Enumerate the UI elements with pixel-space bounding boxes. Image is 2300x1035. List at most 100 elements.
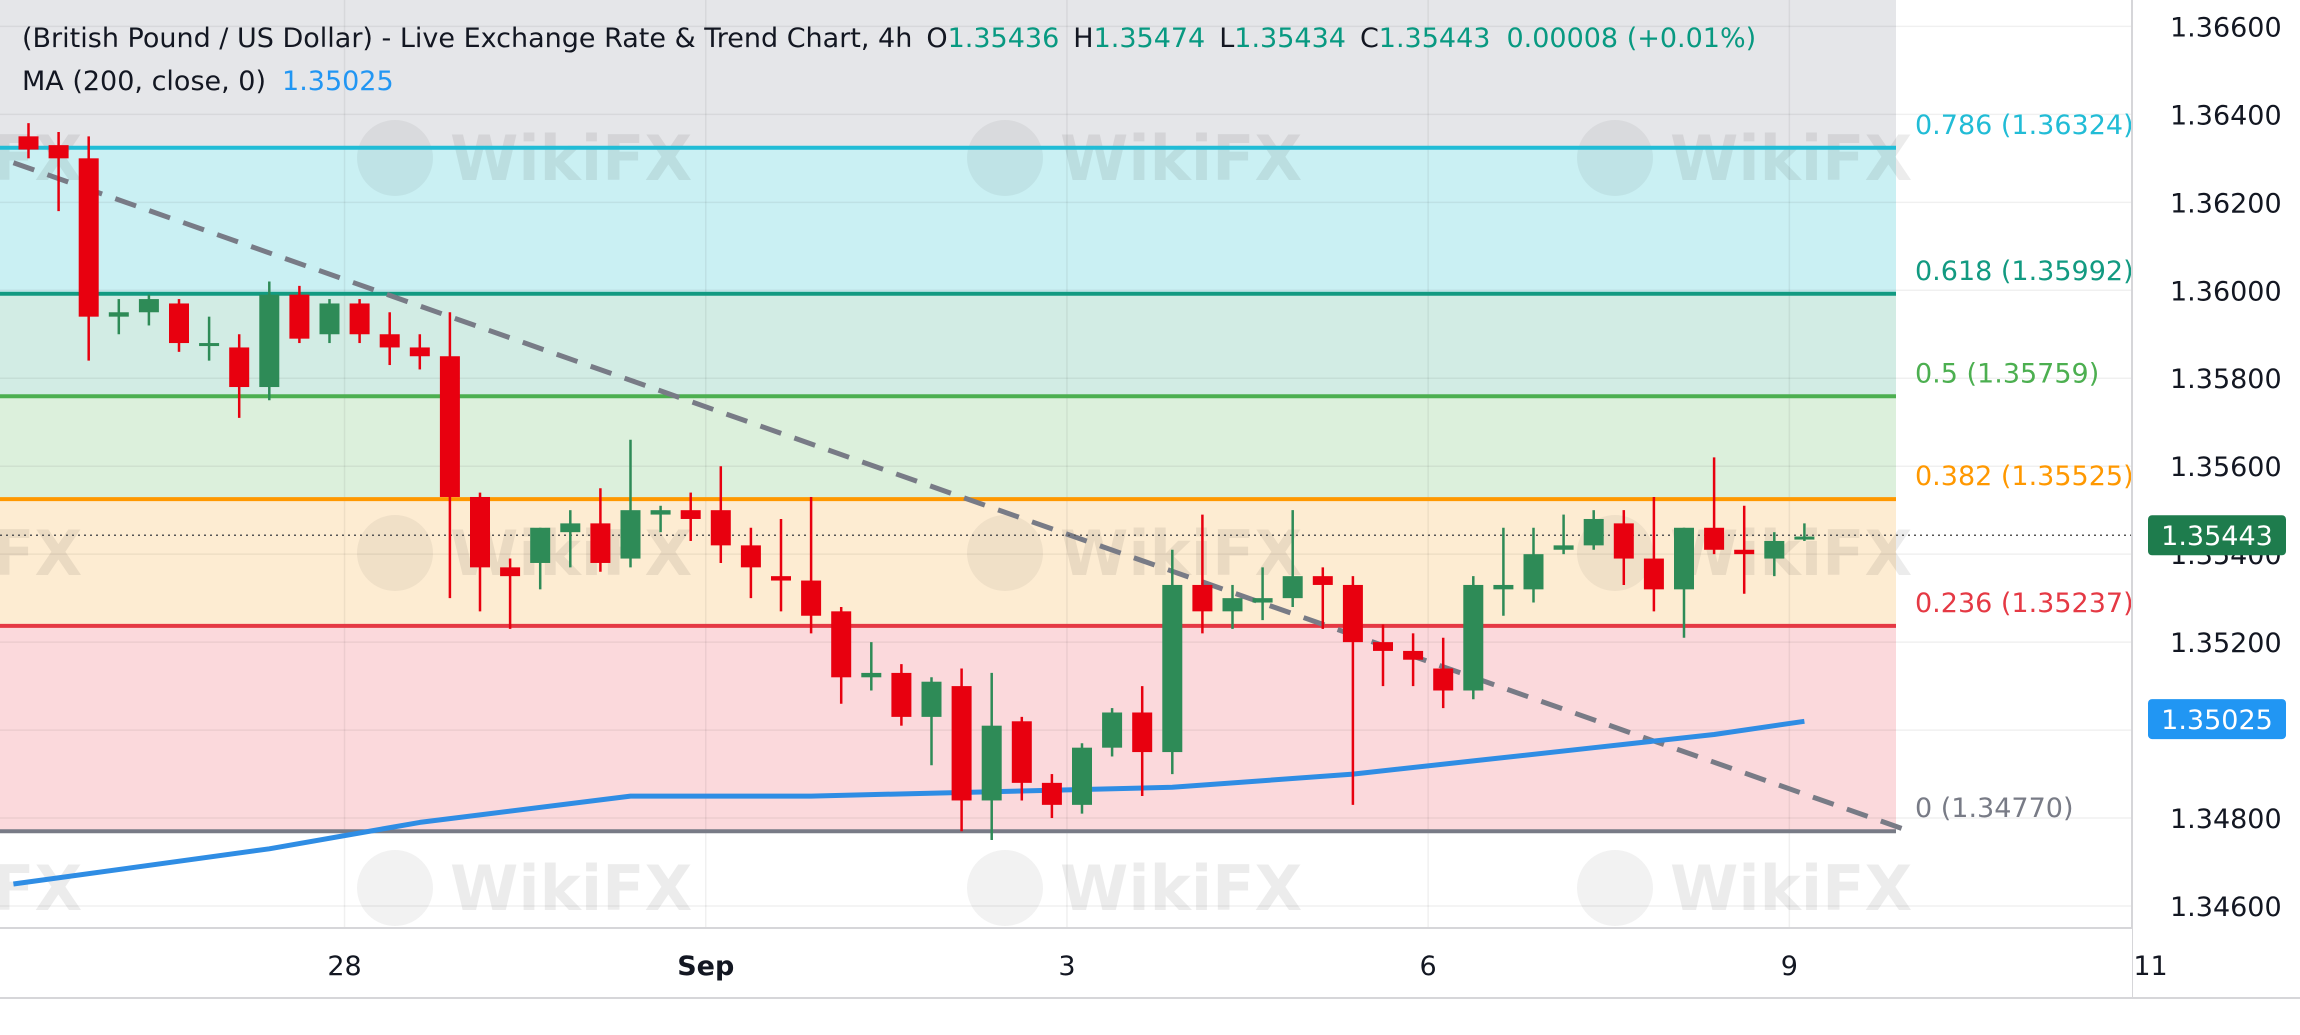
candle[interactable] — [560, 510, 581, 568]
last-price-badge — [2148, 515, 2286, 556]
candle[interactable] — [1523, 527, 1544, 603]
candle[interactable] — [1282, 510, 1303, 607]
candle[interactable] — [1132, 686, 1153, 797]
candle[interactable] — [1192, 514, 1213, 634]
candle[interactable] — [1041, 774, 1062, 819]
ohlc-high-key: H — [1073, 23, 1093, 54]
fib-levels-layer[interactable]: 0.786 (1.36324) 0.618 (1.35992) 0.5 (1.357… — [0, 110, 2134, 834]
candle[interactable] — [48, 131, 69, 212]
candle[interactable] — [319, 299, 340, 344]
candle[interactable] — [620, 439, 641, 568]
watermark-text: WikiFX — [0, 517, 82, 590]
candle[interactable] — [891, 664, 912, 726]
candle[interactable] — [78, 136, 99, 361]
candle[interactable] — [530, 527, 551, 590]
candle[interactable] — [379, 312, 400, 366]
candle[interactable] — [500, 558, 521, 629]
candle[interactable] — [1463, 576, 1484, 700]
candle[interactable] — [981, 672, 1002, 841]
candle[interactable] — [831, 606, 852, 704]
candle[interactable] — [169, 299, 189, 352]
candle[interactable] — [439, 312, 460, 599]
candle-body-up — [259, 294, 280, 388]
candle[interactable] — [108, 299, 129, 335]
watermark-logo: WikiFX — [1577, 850, 1912, 926]
watermark-logo: WikiFX — [0, 122, 82, 195]
candle[interactable] — [650, 505, 671, 533]
fib-label-0.786: 0.786 (1.36324) — [1915, 110, 2134, 141]
candle[interactable] — [1764, 532, 1785, 577]
watermark-logo-icon — [967, 850, 1043, 926]
chart-legend: (British Pound / US Dollar) - Live Excha… — [22, 23, 1756, 97]
candle[interactable] — [229, 334, 250, 418]
candle[interactable] — [259, 281, 280, 401]
candle[interactable] — [289, 285, 310, 344]
ohlc-low-key: L — [1219, 23, 1234, 54]
candle[interactable] — [861, 642, 882, 691]
candle-body-down — [1734, 549, 1755, 555]
candle[interactable] — [199, 316, 220, 361]
candle-body-up — [861, 672, 882, 678]
candle[interactable] — [1734, 505, 1755, 594]
candle[interactable] — [680, 492, 701, 541]
candle[interactable] — [1674, 527, 1694, 638]
watermark-logo-icon — [357, 515, 433, 591]
candle-body-down — [831, 611, 852, 678]
candle[interactable] — [1613, 510, 1634, 585]
candle[interactable] — [138, 294, 159, 326]
indicator-line[interactable]: MA (200, close, 0) 1.35025 — [22, 66, 394, 97]
y-tick-label: 1.35800 — [2170, 364, 2282, 395]
candle[interactable] — [710, 466, 731, 563]
candles-layer[interactable] — [0, 123, 2132, 841]
watermark-logo-icon — [1577, 850, 1653, 926]
candle[interactable] — [1373, 624, 1393, 687]
watermark-text: WikiFX — [450, 122, 692, 195]
candle[interactable] — [1643, 496, 1664, 612]
ohlc-high-value: 1.35474 — [1094, 23, 1206, 54]
last-price-badge-text: 1.35443 — [2161, 521, 2273, 552]
candle[interactable] — [1553, 514, 1574, 555]
candle[interactable] — [18, 123, 39, 159]
candle[interactable] — [740, 527, 761, 599]
candle[interactable] — [470, 492, 490, 612]
trendline-layer[interactable] — [12, 160, 1911, 834]
downtrend-line[interactable] — [12, 160, 1911, 834]
candle[interactable] — [590, 488, 611, 572]
candle-body-down — [78, 158, 99, 317]
candle[interactable] — [1794, 523, 1815, 541]
candle[interactable] — [921, 677, 942, 766]
candle[interactable] — [1704, 457, 1725, 555]
candle[interactable] — [801, 496, 822, 634]
candle[interactable] — [1493, 527, 1514, 616]
candle[interactable] — [1583, 510, 1604, 550]
candle[interactable] — [951, 668, 972, 832]
candle[interactable] — [1403, 633, 1424, 687]
candle[interactable] — [1252, 567, 1273, 621]
candle[interactable] — [1342, 576, 1363, 805]
candle-body-down — [48, 145, 69, 159]
fib-zone-0.236 — [0, 625, 1896, 832]
candle-body-down — [439, 356, 460, 497]
fib-label-0.382: 0.382 (1.35525) — [1915, 461, 2134, 492]
watermark-logo-icon — [967, 120, 1043, 196]
indicator-label[interactable]: MA (200, close, 0) — [22, 66, 266, 97]
watermark-text: WikiFX — [1670, 122, 1912, 195]
candle[interactable] — [1011, 716, 1032, 801]
candle[interactable] — [409, 334, 430, 370]
candle-body-down — [470, 496, 490, 568]
candle[interactable] — [1433, 637, 1454, 709]
candle[interactable] — [1312, 567, 1333, 629]
candle[interactable] — [1102, 708, 1123, 757]
candle[interactable] — [1222, 584, 1243, 629]
candle[interactable] — [1072, 743, 1092, 814]
candle[interactable] — [1162, 549, 1183, 775]
x-tick-label: Sep — [677, 951, 734, 982]
candle[interactable] — [771, 518, 791, 612]
candle-body-down — [1312, 576, 1333, 585]
candle[interactable] — [349, 299, 370, 344]
y-tick-label: 1.36600 — [2170, 12, 2282, 43]
y-tick-label: 1.36400 — [2170, 100, 2282, 131]
candle-body-up — [981, 725, 1002, 801]
